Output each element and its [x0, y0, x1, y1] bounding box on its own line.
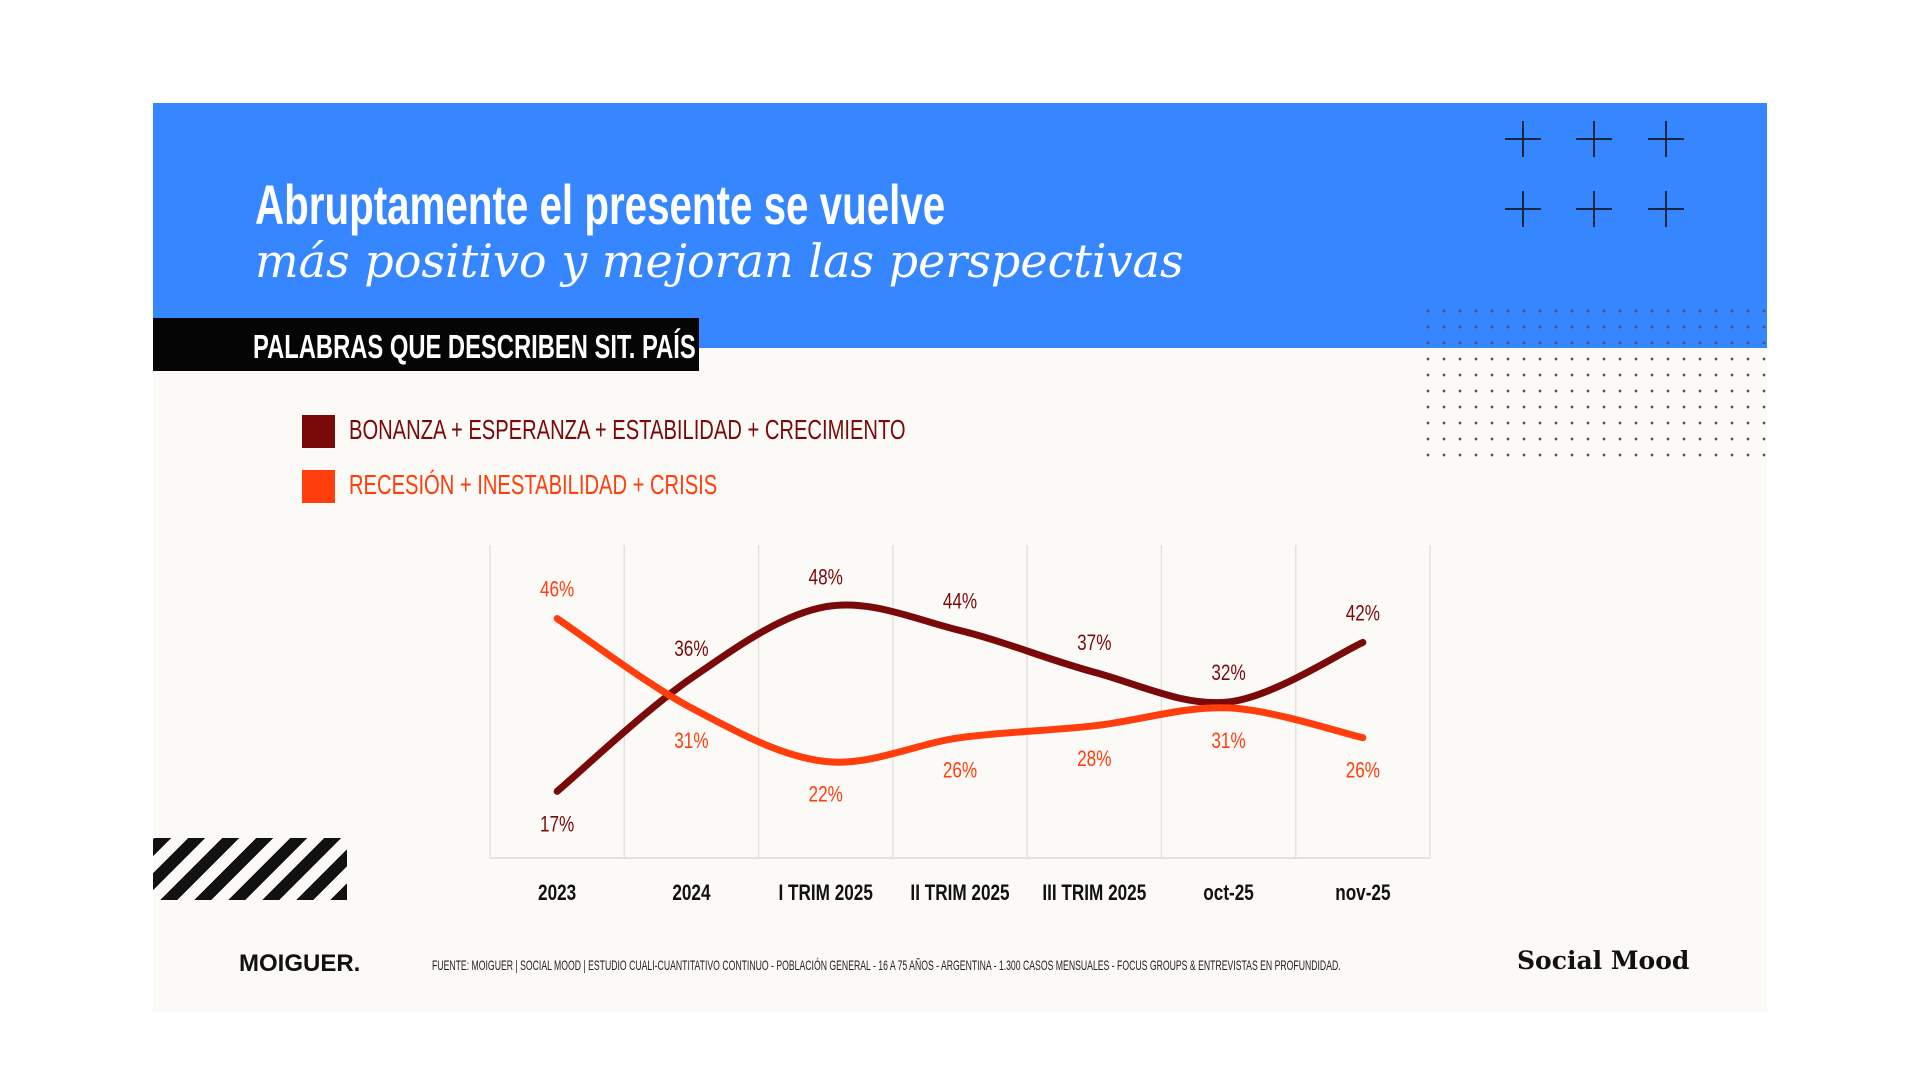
content-panel — [153, 348, 1767, 1012]
data-label: 31% — [674, 729, 708, 754]
moiguer-logo: MOIGUER. — [239, 950, 361, 977]
social-mood-logo: Social Mood — [1517, 946, 1690, 975]
series-line-negative — [553, 615, 1367, 766]
data-label: 26% — [1346, 759, 1380, 784]
data-label: 28% — [1077, 747, 1111, 772]
x-tick-label: nov-25 — [1335, 881, 1390, 906]
plus-icon — [1505, 121, 1541, 157]
plus-icon — [1648, 121, 1684, 157]
data-label: 32% — [1211, 661, 1245, 686]
legend-text: RECESIÓN + INESTABILIDAD + CRISIS — [349, 469, 718, 500]
plus-icon — [1505, 191, 1541, 227]
source-note: FUENTE: MOIGUER | SOCIAL MOOD | ESTUDIO … — [432, 957, 1341, 973]
series-line-positive — [553, 601, 1367, 795]
data-label: 36% — [674, 637, 708, 662]
plus-icon — [1648, 191, 1684, 227]
x-tick-label: 2024 — [672, 881, 710, 906]
legend-swatch-negative — [302, 470, 335, 503]
section-tag: PALABRAS QUE DESCRIBEN SIT. PAÍS — [153, 318, 699, 371]
x-tick-label: III TRIM 2025 — [1042, 881, 1146, 906]
data-label: 42% — [1346, 601, 1380, 626]
data-label: 26% — [943, 759, 977, 784]
plus-icon — [1576, 191, 1612, 227]
title-text: Abruptamente el presente se vuelve — [255, 173, 946, 236]
data-label: 37% — [1077, 631, 1111, 656]
x-tick-label: 2023 — [538, 881, 576, 906]
data-label: 46% — [540, 578, 574, 603]
legend-label-positive: BONANZA + ESPERANZA + ESTABILIDAD + CREC… — [349, 414, 1122, 446]
data-label: 48% — [809, 566, 843, 591]
title-line-1: Abruptamente el presente se vuelve — [255, 172, 1214, 237]
dot-grid-decoration — [1420, 303, 1767, 458]
section-tag-text: PALABRAS QUE DESCRIBEN SIT. PAÍS — [253, 328, 696, 365]
legend-swatch-positive — [302, 415, 335, 448]
x-tick-label: II TRIM 2025 — [910, 881, 1009, 906]
data-label: 31% — [1211, 729, 1245, 754]
data-label: 44% — [943, 590, 977, 615]
data-label: 22% — [809, 783, 843, 808]
x-tick-label: oct-25 — [1203, 881, 1254, 906]
title-line-2: más positivo y mejoran las perspectivas — [255, 234, 1184, 288]
x-tick-label: I TRIM 2025 — [779, 881, 873, 906]
plus-icon — [1576, 121, 1612, 157]
data-label: 17% — [540, 812, 574, 837]
legend-text: BONANZA + ESPERANZA + ESTABILIDAD + CREC… — [349, 414, 906, 445]
stripes-decoration — [153, 838, 347, 900]
legend-label-negative: RECESIÓN + INESTABILIDAD + CRISIS — [349, 469, 860, 501]
